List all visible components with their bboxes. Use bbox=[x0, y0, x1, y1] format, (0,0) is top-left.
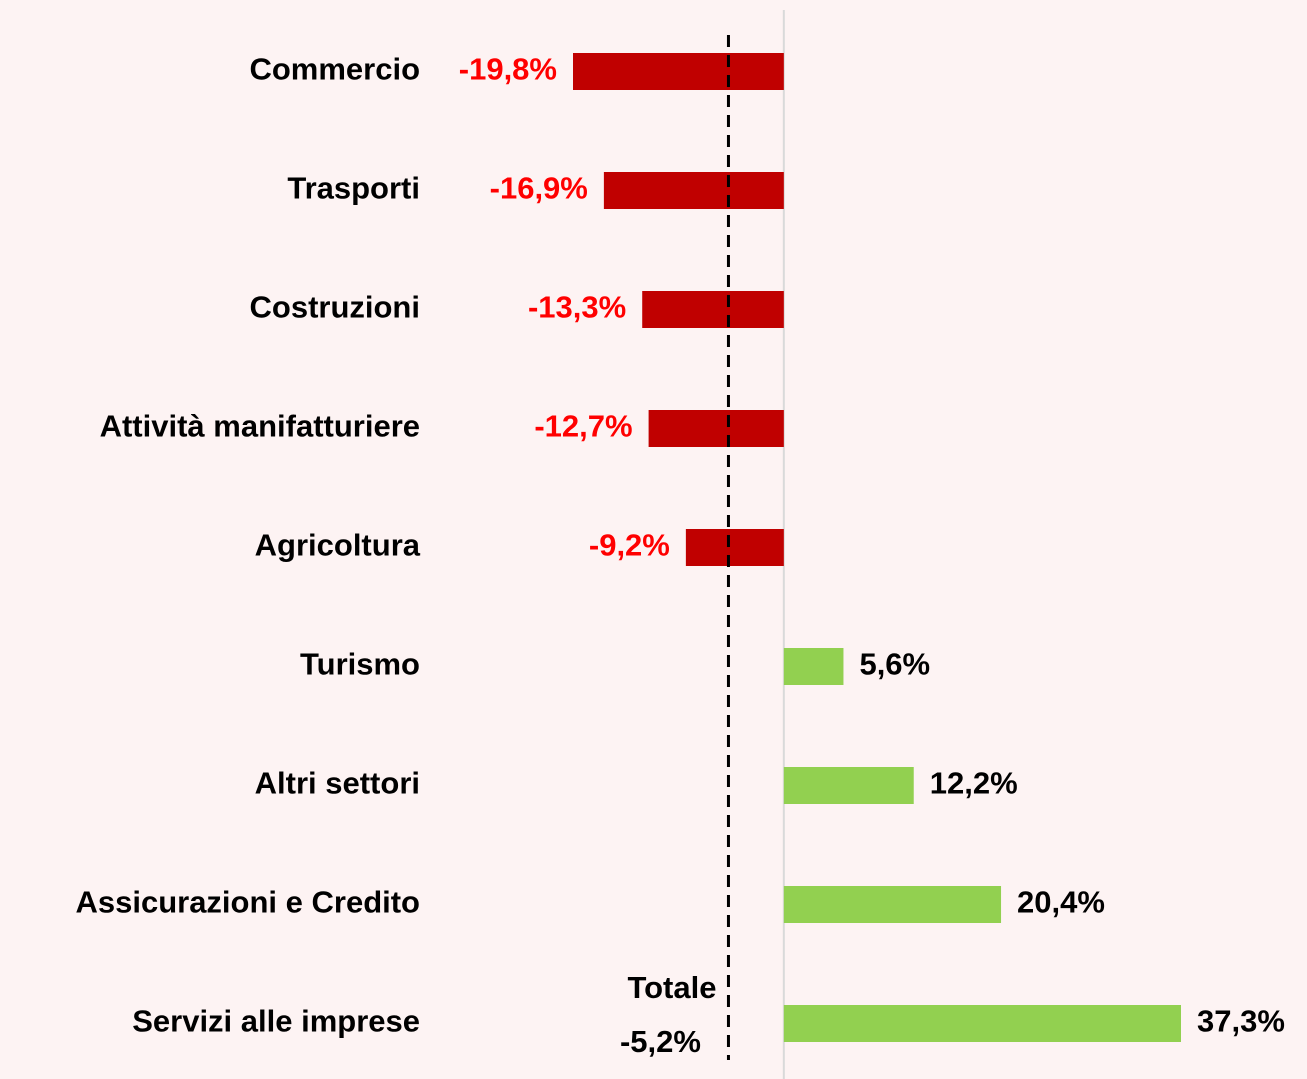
value-label: -9,2% bbox=[589, 528, 670, 563]
value-label: -13,3% bbox=[528, 290, 626, 325]
value-label: -12,7% bbox=[534, 409, 632, 444]
bar bbox=[573, 53, 784, 90]
bar bbox=[783, 886, 1002, 923]
category-label: Turismo bbox=[300, 647, 420, 682]
bar bbox=[783, 648, 844, 685]
bar bbox=[642, 291, 784, 328]
bar bbox=[648, 410, 784, 447]
value-label: 5,6% bbox=[859, 647, 930, 682]
bar bbox=[783, 767, 914, 804]
category-label: Assicurazioni e Credito bbox=[75, 885, 420, 920]
category-label: Trasporti bbox=[287, 171, 420, 206]
bar bbox=[783, 1005, 1181, 1042]
reference-value-label: -5,2% bbox=[620, 1024, 701, 1059]
value-label: -19,8% bbox=[459, 52, 557, 87]
category-label: Altri settori bbox=[255, 766, 420, 801]
category-label: Commercio bbox=[249, 52, 420, 87]
reference-label: Totale bbox=[627, 970, 716, 1005]
value-label: 37,3% bbox=[1197, 1004, 1285, 1039]
category-label: Costruzioni bbox=[250, 290, 421, 325]
bar bbox=[685, 529, 784, 566]
value-label: 12,2% bbox=[930, 766, 1018, 801]
value-label: -16,9% bbox=[490, 171, 588, 206]
category-label: Servizi alle imprese bbox=[132, 1004, 420, 1039]
value-label: 20,4% bbox=[1017, 885, 1105, 920]
category-label: Attività manifatturiere bbox=[100, 409, 420, 444]
bar bbox=[603, 172, 784, 209]
category-label: Agricoltura bbox=[255, 528, 421, 563]
